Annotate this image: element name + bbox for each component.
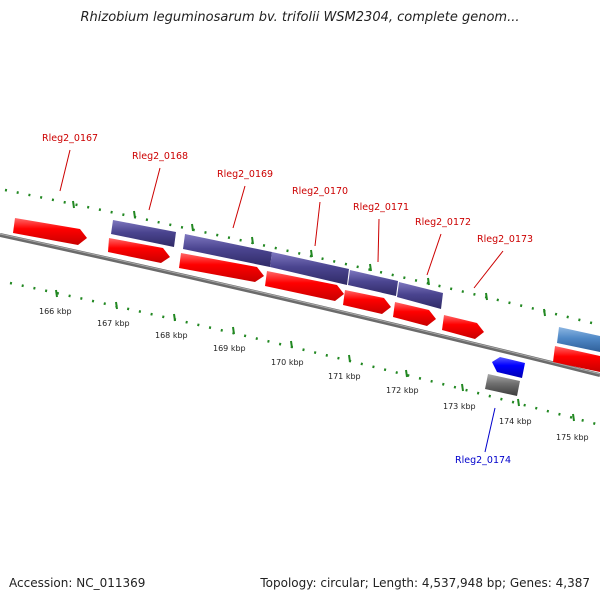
gene-label-rleg2-0167[interactable]: Rleg2_0167	[42, 133, 98, 144]
scale-label-173: 173 kbp	[443, 402, 476, 411]
gene-arrow-neighbor[interactable]	[553, 346, 600, 372]
operon-block-0170[interactable]	[270, 252, 349, 285]
operon-block-0169[interactable]	[183, 234, 272, 267]
gene-label-rleg2-0170[interactable]: Rleg2_0170	[292, 186, 348, 197]
operon-block-0168[interactable]	[111, 220, 176, 247]
operon-block-0172[interactable]	[397, 282, 443, 309]
operon-block-0171[interactable]	[348, 270, 398, 296]
scale-label-168: 168 kbp	[155, 331, 188, 340]
gene-arrow-rleg2-0173[interactable]	[442, 315, 484, 339]
gene-arrow-rleg2-0168[interactable]	[108, 238, 170, 263]
neighbor-block-blue[interactable]	[557, 327, 600, 352]
gray-block[interactable]	[485, 374, 520, 396]
scale-label-172: 172 kbp	[386, 386, 419, 395]
scale-label-171: 171 kbp	[328, 372, 361, 381]
label-leader-lines	[59, 149, 504, 453]
gene-label-rleg2-0172[interactable]: Rleg2_0172	[415, 217, 471, 228]
gene-arrow-rleg2-0171[interactable]	[343, 290, 391, 314]
upper-major-ticks	[72, 200, 546, 317]
scale-label-175: 175 kbp	[556, 433, 589, 442]
gene-arrow-rleg2-0174[interactable]	[492, 357, 525, 378]
scale-label-166: 166 kbp	[39, 307, 72, 316]
page-title: Rhizobium leguminosarum bv. trifolii WSM…	[80, 10, 520, 25]
lower-major-ticks	[55, 289, 575, 422]
gene-label-rleg2-0169[interactable]: Rleg2_0169	[217, 169, 273, 180]
gene-arrow-rleg2-0172[interactable]	[393, 302, 436, 326]
gene-arrow-rleg2-0167[interactable]	[13, 218, 87, 245]
gene-label-rleg2-0174[interactable]: Rleg2_0174	[455, 455, 511, 466]
scale-label-167: 167 kbp	[97, 319, 130, 328]
gene-label-rleg2-0168[interactable]: Rleg2_0168	[132, 151, 188, 162]
scale-label-169: 169 kbp	[213, 344, 246, 353]
scale-label-170: 170 kbp	[271, 358, 304, 367]
gene-arrow-rleg2-0170[interactable]	[265, 271, 344, 301]
scale-label-174: 174 kbp	[499, 417, 532, 426]
genome-backbone	[0, 233, 600, 377]
gene-label-rleg2-0171[interactable]: Rleg2_0171	[353, 202, 409, 213]
gene-arrow-rleg2-0169[interactable]	[179, 253, 264, 282]
accession-label: Accession: NC_011369	[9, 576, 146, 590]
genome-summary: Topology: circular; Length: 4,537,948 bp…	[260, 576, 590, 590]
gene-label-rleg2-0173[interactable]: Rleg2_0173	[477, 234, 533, 245]
